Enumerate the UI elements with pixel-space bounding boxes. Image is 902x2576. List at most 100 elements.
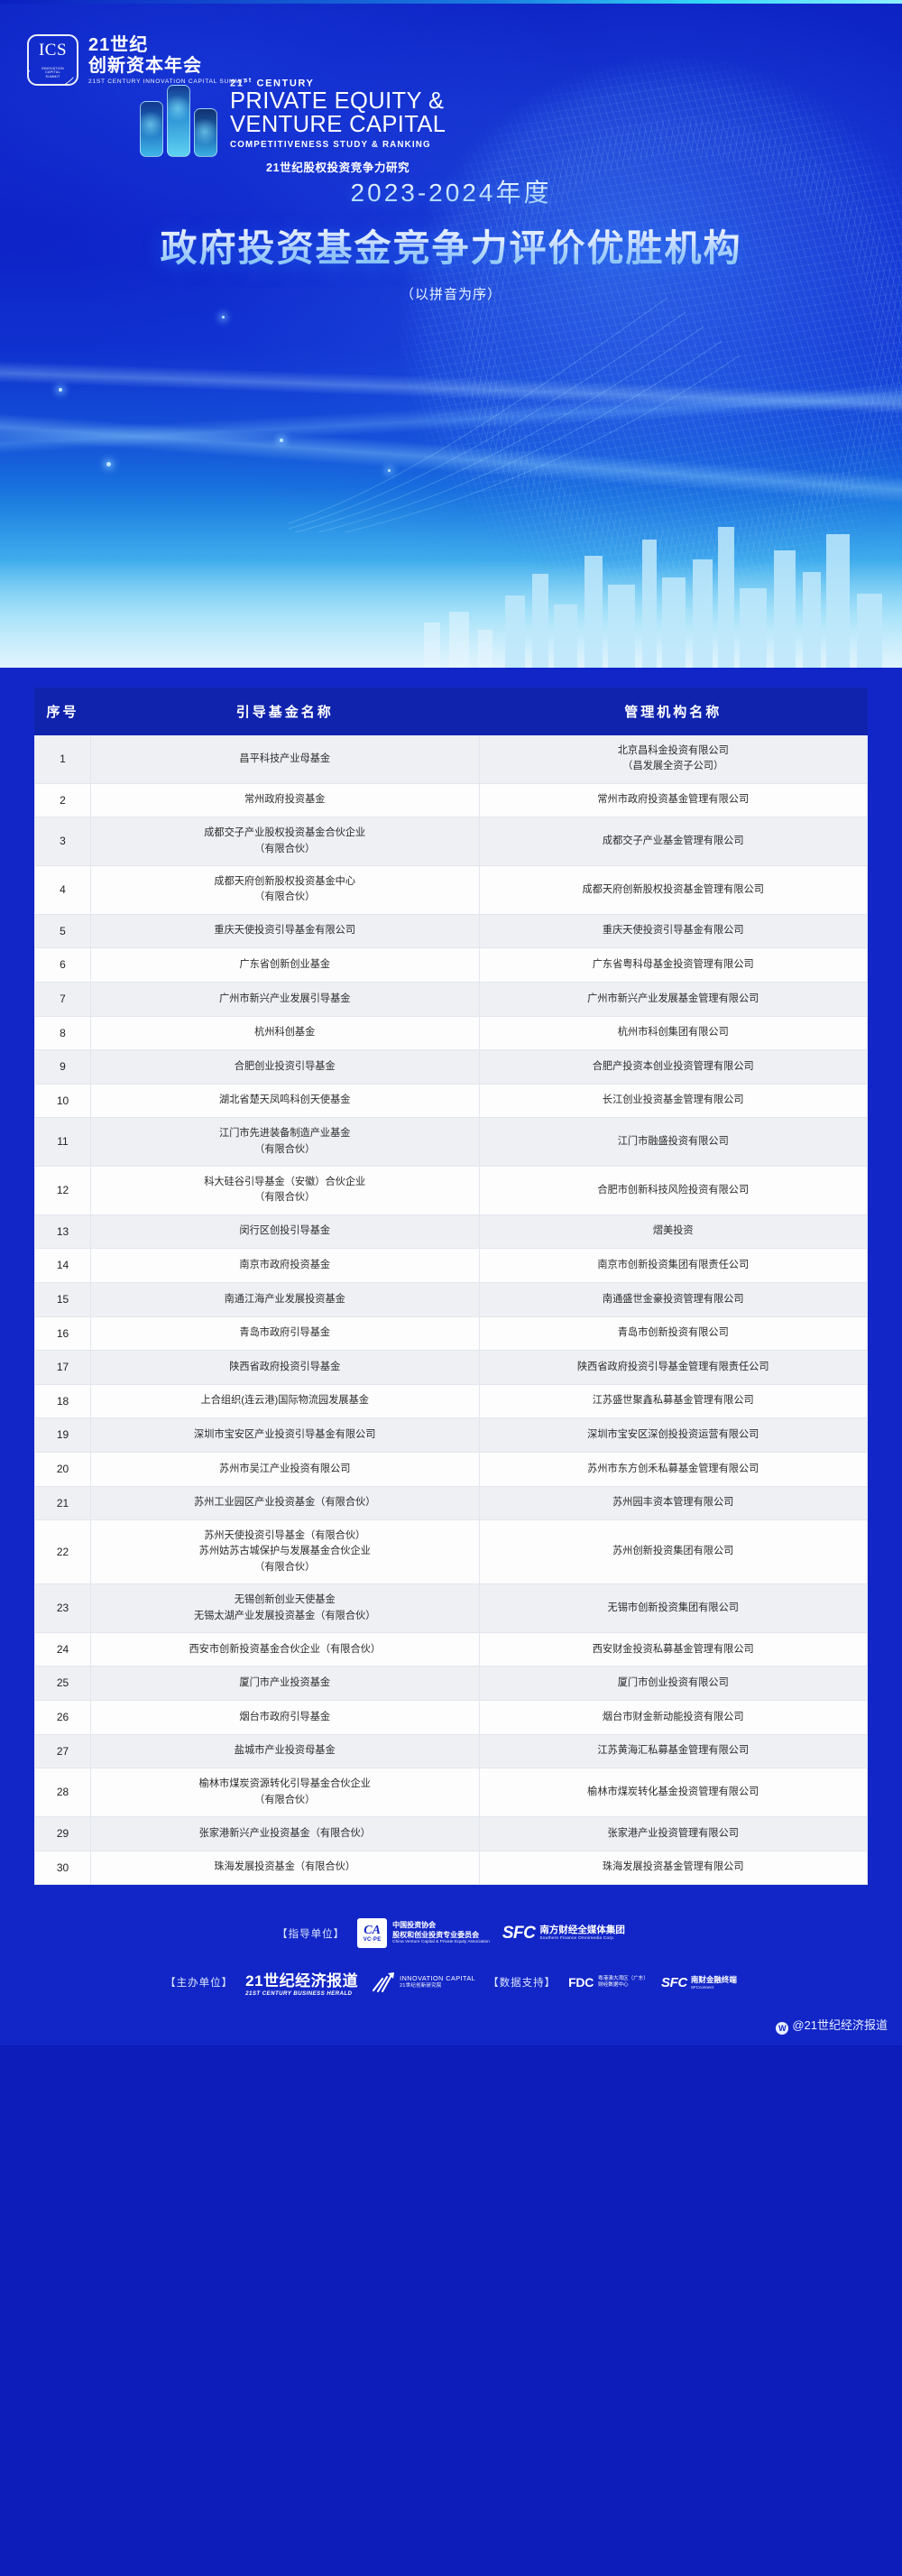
cvca-initials: CA xyxy=(364,1923,381,1937)
sparkle-icon xyxy=(388,469,391,472)
cell-fund-name: 南京市政府投资基金 xyxy=(90,1248,480,1283)
cell-no: 8 xyxy=(34,1015,91,1051)
watermark-text: @21世纪经济报道 xyxy=(792,2018,888,2033)
cell-no: 30 xyxy=(34,1850,91,1886)
cvca-logo: CA VC·PE 中国投资协会 股权和创业投资专业委员会 China Ventu… xyxy=(357,1918,490,1949)
hero-banner: ICS INNOVATION CAPITAL SUMMIT 21世纪 创新资本年… xyxy=(0,0,902,668)
table-row: 11 江门市先进装备制造产业基金 （有限合伙） 江门市融盛投资有限公司 xyxy=(34,1117,868,1168)
arrow-icon xyxy=(371,1971,396,1994)
table-row: 13 闵行区创投引导基金 熠美投资 xyxy=(34,1214,868,1250)
sparkle-icon xyxy=(280,439,283,442)
cell-fund-name: 烟台市政府引导基金 xyxy=(90,1700,480,1735)
century-word: CENTURY xyxy=(256,78,315,89)
footer-row-guidance: 【指导单位】 CA VC·PE 中国投资协会 股权和创业投资专业委员会 Chin… xyxy=(0,1908,902,1958)
cell-org-name: 烟台市财金新动能投资有限公司 xyxy=(478,1700,868,1735)
table-row: 16 青岛市政府引导基金 青岛市创新投资有限公司 xyxy=(34,1316,868,1352)
headline-note: （以拼音为序） xyxy=(400,287,502,302)
bar-2 xyxy=(167,85,190,157)
cell-fund-name: 广东省创新创业基金 xyxy=(90,947,480,983)
cell-org-name: 长江创业投资基金管理有限公司 xyxy=(478,1083,868,1119)
cell-fund-name: 杭州科创基金 xyxy=(90,1015,480,1051)
cell-fund-name: 广州市新兴产业发展引导基金 xyxy=(90,981,480,1017)
sfc2-line1: 南财金融终端 xyxy=(690,1975,737,1985)
table-body: 1 昌平科技产业母基金 北京昌科金投资有限公司 （昌发展全资子公司） 2 常州政府投资基金… xyxy=(34,734,868,1886)
herald-cn: 21世纪经济报道 xyxy=(245,1972,359,1990)
cell-no: 23 xyxy=(34,1583,91,1633)
cell-fund-name: 苏州工业园区产业投资基金（有限合伙） xyxy=(90,1485,480,1521)
lockup-private-equity: PRIVATE EQUITY & xyxy=(230,88,445,114)
ic-line1: INNOVATION CAPITAL xyxy=(400,1974,476,1983)
cvca-vcpe: VC·PE xyxy=(363,1936,382,1943)
cityscape-graphic xyxy=(0,487,902,668)
table-row: 19 深圳市宝安区产业投资引导基金有限公司 深圳市宝安区深创投投资运营有限公司 xyxy=(34,1417,868,1453)
ic-line2: 21世纪创新研究院 xyxy=(400,1983,442,1990)
cell-fund-name: 成都交子产业股权投资基金合伙企业 （有限合伙） xyxy=(90,817,480,867)
sfc-connect-logo: SFC 南财金融终端 SFCconnect xyxy=(661,1975,737,1990)
sfc-line1: 南方财经全媒体集团 xyxy=(539,1925,625,1936)
cell-org-name: 江苏黄海汇私募基金管理有限公司 xyxy=(478,1733,868,1769)
cell-fund-name: 厦门市产业投资基金 xyxy=(90,1666,480,1702)
cell-fund-name: 西安市创新投资基金合伙企业（有限合伙） xyxy=(90,1631,480,1667)
ics-name-line1: 21世纪 xyxy=(88,34,149,55)
cell-org-name: 广州市新兴产业发展基金管理有限公司 xyxy=(478,981,868,1017)
cell-org-name: 熠美投资 xyxy=(478,1214,868,1250)
cell-org-name: 青岛市创新投资有限公司 xyxy=(478,1316,868,1352)
cell-no: 13 xyxy=(34,1214,91,1250)
top-gradient-edge xyxy=(0,0,902,4)
cell-org-name: 成都交子产业基金管理有限公司 xyxy=(478,817,868,867)
cell-no: 22 xyxy=(34,1519,91,1585)
cell-org-name: 北京昌科金投资有限公司 （昌发展全资子公司） xyxy=(478,734,868,784)
cell-fund-name: 昌平科技产业母基金 xyxy=(90,734,480,784)
label-host: 【主办单位】 xyxy=(165,1978,234,1990)
cell-fund-name: 江门市先进装备制造产业基金 （有限合伙） xyxy=(90,1117,480,1168)
cell-fund-name: 南通江海产业发展投资基金 xyxy=(90,1281,480,1317)
cell-no: 2 xyxy=(34,782,91,818)
cell-no: 19 xyxy=(34,1417,91,1453)
page-title: 政府投资基金竞争力评价优胜机构 xyxy=(0,217,902,272)
bar-3 xyxy=(194,108,217,157)
cell-org-name: 深圳市宝安区深创投投资运营有限公司 xyxy=(478,1417,868,1453)
cell-fund-name: 苏州天使投资引导基金（有限合伙） 苏州姑苏古城保护与发展基金合伙企业 （有限合伙） xyxy=(90,1519,480,1585)
cvca-line1: 中国投资协会 xyxy=(392,1921,437,1930)
cityscape-svg xyxy=(424,527,882,668)
cell-org-name: 南京市创新投资集团有限责任公司 xyxy=(478,1248,868,1283)
sparkle-icon xyxy=(59,388,62,392)
table-row: 9 合肥创业投资引导基金 合肥产投资本创业投资管理有限公司 xyxy=(34,1049,868,1085)
cell-no: 14 xyxy=(34,1248,91,1283)
table-row: 17 陕西省政府投资引导基金 陕西省政府投资引导基金管理有限责任公司 xyxy=(34,1350,868,1385)
herald-logo: 21世纪经济报道 21ST CENTURY BUSINESS HERALD xyxy=(245,1968,358,1997)
ics-logo: ICS INNOVATION CAPITAL SUMMIT 21世纪 创新资本年… xyxy=(27,34,247,86)
cell-fund-name: 珠海发展投资基金（有限合伙） xyxy=(90,1850,480,1886)
cell-no: 18 xyxy=(34,1383,91,1419)
cell-org-name: 广东省粤科母基金投资管理有限公司 xyxy=(478,947,868,983)
lockup-venture-capital: VENTURE CAPITAL xyxy=(230,111,446,137)
cell-fund-name: 湖北省楚天凤鸣科创天使基金 xyxy=(90,1083,480,1119)
sfc-line2: Southern Finance Omnimedia Corp. xyxy=(539,1936,615,1942)
cell-fund-name: 苏州市吴江产业投资有限公司 xyxy=(90,1451,480,1487)
cell-fund-name: 科大硅谷引导基金（安徽）合伙企业 （有限合伙） xyxy=(90,1166,480,1215)
lockup-text: 21st CENTURY PRIVATE EQUITY & VENTURE CA… xyxy=(230,78,446,175)
table-row: 30 珠海发展投资基金（有限合伙） 珠海发展投资基金管理有限公司 xyxy=(34,1850,868,1886)
table-row: 8 杭州科创基金 杭州市科创集团有限公司 xyxy=(34,1015,868,1051)
cell-fund-name: 青岛市政府引导基金 xyxy=(90,1316,480,1352)
cell-org-name: 重庆天使投资引导基金有限公司 xyxy=(478,913,868,949)
cell-no: 6 xyxy=(34,947,91,983)
cell-no: 4 xyxy=(34,865,91,915)
cell-no: 17 xyxy=(34,1350,91,1385)
fdc-logo: FDC 粤港澳大湾区（广东） 财经数据中心 xyxy=(568,1975,649,1990)
cell-org-name: 江苏盛世聚鑫私募基金管理有限公司 xyxy=(478,1383,868,1419)
cell-org-name: 无锡市创新投资集团有限公司 xyxy=(478,1583,868,1633)
table-row: 20 苏州市吴江产业投资有限公司 苏州市东方创禾私募基金管理有限公司 xyxy=(34,1451,868,1487)
headline-block: 2023-2024年度 政府投资基金竞争力评价优胜机构 （以拼音为序） xyxy=(0,173,902,303)
label-data: 【数据支持】 xyxy=(488,1978,557,1990)
cell-fund-name: 常州政府投资基金 xyxy=(90,782,480,818)
cvca-line2: 股权和创业投资专业委员会 xyxy=(392,1930,480,1939)
cell-fund-name: 无锡创新创业天使基金 无锡太湖产业发展投资基金（有限合伙） xyxy=(90,1583,480,1633)
ics-sub-line2: CAPITAL xyxy=(45,70,60,75)
sfc-text: 南方财经全媒体集团 Southern Finance Omnimedia Cor… xyxy=(539,1925,625,1942)
cell-fund-name: 闵行区创投引导基金 xyxy=(90,1214,480,1250)
table-row: 1 昌平科技产业母基金 北京昌科金投资有限公司 （昌发展全资子公司） xyxy=(34,734,868,784)
cell-no: 12 xyxy=(34,1166,91,1215)
cell-org-name: 杭州市科创集团有限公司 xyxy=(478,1015,868,1051)
cell-org-name: 成都天府创新股权投资基金管理有限公司 xyxy=(478,865,868,915)
